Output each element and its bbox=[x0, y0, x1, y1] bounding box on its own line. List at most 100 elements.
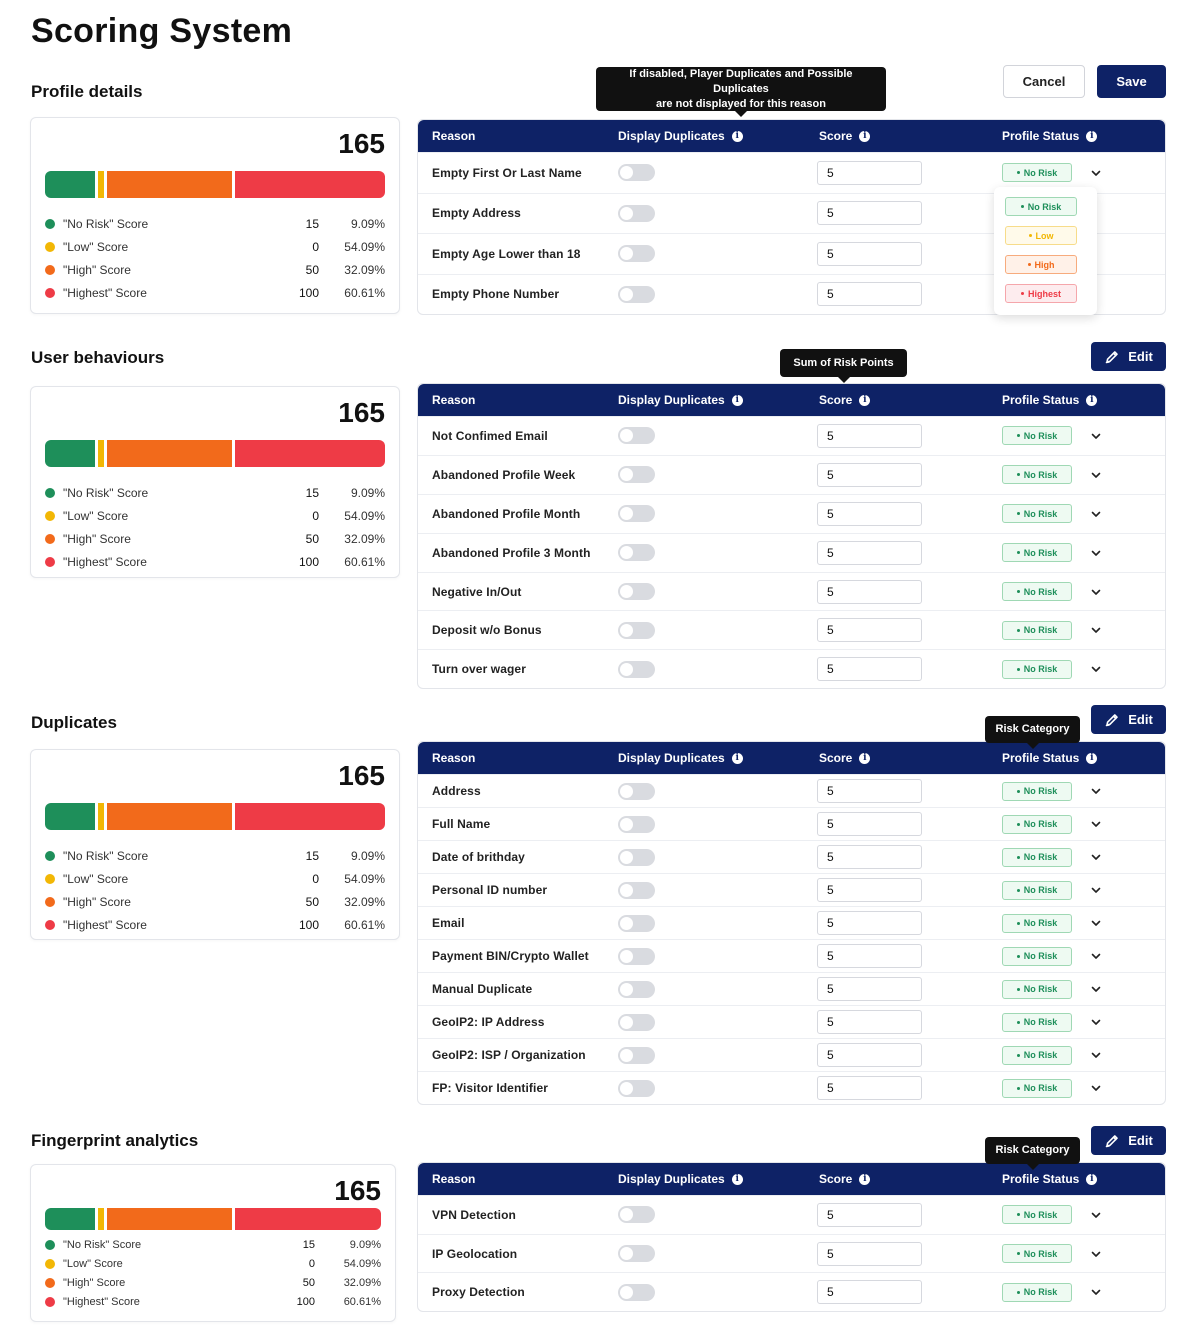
chevron-down-icon[interactable] bbox=[1089, 817, 1103, 831]
chevron-down-icon[interactable] bbox=[1089, 784, 1103, 798]
save-button[interactable]: Save bbox=[1097, 65, 1166, 98]
display-duplicates-toggle[interactable] bbox=[618, 505, 655, 523]
score-input[interactable] bbox=[817, 1076, 922, 1100]
score-input[interactable] bbox=[817, 501, 922, 526]
status-badge[interactable]: No Risk bbox=[1002, 1045, 1072, 1065]
display-duplicates-toggle[interactable] bbox=[618, 660, 655, 678]
info-icon[interactable]: i bbox=[1086, 130, 1098, 142]
status-badge[interactable]: No Risk bbox=[1002, 543, 1072, 563]
info-icon[interactable]: i bbox=[731, 394, 743, 406]
display-duplicates-toggle[interactable] bbox=[618, 1245, 655, 1263]
score-input[interactable] bbox=[817, 540, 922, 565]
cancel-button[interactable]: Cancel bbox=[1003, 65, 1085, 98]
score-input[interactable] bbox=[817, 944, 922, 968]
edit-button[interactable]: Edit bbox=[1091, 705, 1166, 734]
score-input[interactable] bbox=[817, 911, 922, 935]
status-badge[interactable]: No Risk bbox=[1002, 847, 1072, 867]
edit-button[interactable]: Edit bbox=[1091, 342, 1166, 371]
display-duplicates-toggle[interactable] bbox=[618, 1079, 655, 1097]
chevron-down-icon[interactable] bbox=[1089, 546, 1103, 560]
display-duplicates-toggle[interactable] bbox=[618, 245, 655, 263]
status-badge[interactable]: No Risk bbox=[1002, 880, 1072, 900]
dropdown-option-no-risk[interactable]: No Risk bbox=[1005, 197, 1077, 216]
info-icon[interactable]: i bbox=[1086, 1173, 1098, 1185]
display-duplicates-toggle[interactable] bbox=[618, 1046, 655, 1064]
score-input[interactable] bbox=[817, 1241, 922, 1266]
status-badge[interactable]: No Risk bbox=[1002, 1078, 1072, 1098]
display-duplicates-toggle[interactable] bbox=[618, 914, 655, 932]
info-icon[interactable]: i bbox=[731, 1173, 743, 1185]
status-badge[interactable]: No Risk bbox=[1002, 913, 1072, 933]
info-icon[interactable]: i bbox=[859, 130, 871, 142]
display-duplicates-toggle[interactable] bbox=[618, 204, 655, 222]
display-duplicates-toggle[interactable] bbox=[618, 466, 655, 484]
status-badge[interactable]: No Risk bbox=[1002, 582, 1072, 601]
status-badge[interactable]: No Risk bbox=[1002, 814, 1072, 834]
display-duplicates-toggle[interactable] bbox=[618, 1283, 655, 1301]
display-duplicates-toggle[interactable] bbox=[618, 1013, 655, 1031]
score-input[interactable] bbox=[817, 845, 922, 869]
chevron-down-icon[interactable] bbox=[1089, 883, 1103, 897]
dropdown-option-high[interactable]: High bbox=[1005, 255, 1077, 274]
chevron-down-icon[interactable] bbox=[1089, 1048, 1103, 1062]
display-duplicates-toggle[interactable] bbox=[618, 1206, 655, 1224]
display-duplicates-toggle[interactable] bbox=[618, 621, 655, 639]
info-icon[interactable]: i bbox=[859, 394, 871, 406]
status-badge[interactable]: No Risk bbox=[1002, 426, 1072, 446]
chevron-down-icon[interactable] bbox=[1089, 916, 1103, 930]
score-input[interactable] bbox=[817, 282, 922, 307]
dropdown-option-low[interactable]: Low bbox=[1005, 226, 1077, 245]
score-input[interactable] bbox=[817, 812, 922, 836]
status-badge[interactable]: No Risk bbox=[1002, 465, 1072, 485]
dropdown-option-highest[interactable]: Highest bbox=[1005, 284, 1077, 303]
chevron-down-icon[interactable] bbox=[1089, 585, 1103, 599]
info-icon[interactable]: i bbox=[731, 752, 743, 764]
chevron-down-icon[interactable] bbox=[1089, 429, 1103, 443]
chevron-down-icon[interactable] bbox=[1089, 1247, 1103, 1261]
status-badge[interactable]: No Risk bbox=[1002, 781, 1072, 801]
display-duplicates-toggle[interactable] bbox=[618, 848, 655, 866]
score-input[interactable] bbox=[817, 1280, 922, 1305]
info-icon[interactable]: i bbox=[1086, 394, 1098, 406]
status-badge[interactable]: No Risk bbox=[1002, 946, 1072, 966]
score-input[interactable] bbox=[817, 462, 922, 487]
score-input[interactable] bbox=[817, 423, 922, 448]
edit-button[interactable]: Edit bbox=[1091, 1126, 1166, 1155]
score-input[interactable] bbox=[817, 878, 922, 902]
status-badge[interactable]: No Risk bbox=[1002, 1012, 1072, 1032]
display-duplicates-toggle[interactable] bbox=[618, 583, 655, 600]
chevron-down-icon[interactable] bbox=[1089, 662, 1103, 676]
chevron-down-icon[interactable] bbox=[1089, 166, 1103, 180]
display-duplicates-toggle[interactable] bbox=[618, 881, 655, 899]
display-duplicates-toggle[interactable] bbox=[618, 164, 655, 182]
status-badge[interactable]: No Risk bbox=[1002, 1244, 1072, 1264]
display-duplicates-toggle[interactable] bbox=[618, 782, 655, 800]
chevron-down-icon[interactable] bbox=[1089, 623, 1103, 637]
display-duplicates-toggle[interactable] bbox=[618, 980, 655, 998]
chevron-down-icon[interactable] bbox=[1089, 1015, 1103, 1029]
chevron-down-icon[interactable] bbox=[1089, 1208, 1103, 1222]
status-badge[interactable]: No Risk bbox=[1002, 504, 1072, 524]
status-badge[interactable]: No Risk bbox=[1002, 979, 1072, 999]
info-icon[interactable]: i bbox=[731, 130, 743, 142]
score-input[interactable] bbox=[817, 977, 922, 1001]
info-icon[interactable]: i bbox=[1086, 752, 1098, 764]
chevron-down-icon[interactable] bbox=[1089, 1285, 1103, 1299]
score-input[interactable] bbox=[817, 779, 922, 803]
info-icon[interactable]: i bbox=[859, 1173, 871, 1185]
status-badge[interactable]: No Risk bbox=[1002, 1282, 1072, 1302]
score-input[interactable] bbox=[817, 1043, 922, 1067]
chevron-down-icon[interactable] bbox=[1089, 468, 1103, 482]
status-badge[interactable]: No Risk bbox=[1002, 1205, 1072, 1225]
score-input[interactable] bbox=[817, 1010, 922, 1034]
chevron-down-icon[interactable] bbox=[1089, 949, 1103, 963]
status-badge[interactable]: No Risk bbox=[1002, 620, 1072, 640]
display-duplicates-toggle[interactable] bbox=[618, 427, 655, 445]
chevron-down-icon[interactable] bbox=[1089, 850, 1103, 864]
score-input[interactable] bbox=[817, 160, 922, 185]
score-input[interactable] bbox=[817, 657, 922, 682]
status-badge[interactable]: No Risk bbox=[1002, 659, 1072, 679]
chevron-down-icon[interactable] bbox=[1089, 982, 1103, 996]
score-input[interactable] bbox=[817, 579, 922, 604]
info-icon[interactable]: i bbox=[859, 752, 871, 764]
